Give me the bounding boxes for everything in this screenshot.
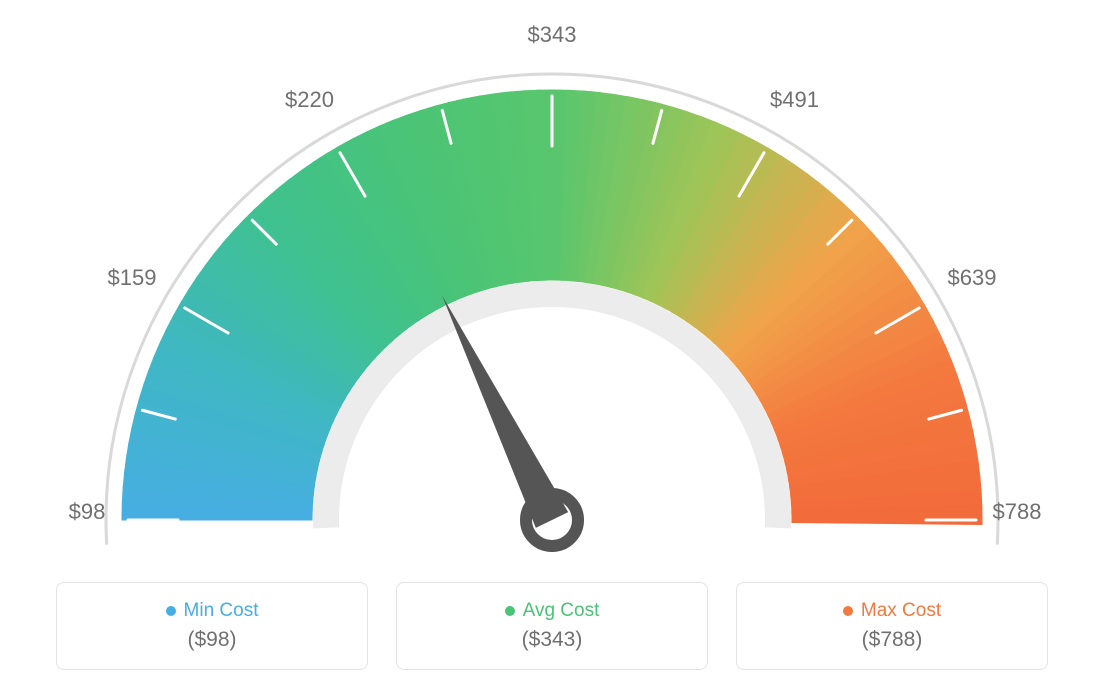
max-cost-dot-icon [843,606,853,616]
min-cost-dot-icon [166,606,176,616]
min-cost-value: ($98) [187,628,236,652]
gauge-tick-label: $491 [770,87,819,113]
cost-gauge-infographic: $98 $159 $220 $343 $491 $639 $788 Min Cost ($9… [0,0,1104,690]
avg-cost-card: Avg Cost ($343) [396,582,708,670]
summary-cards: Min Cost ($98) Avg Cost ($343) Max Cost … [0,582,1104,670]
avg-cost-value: ($343) [522,628,583,652]
avg-cost-label: Avg Cost [523,600,600,622]
gauge-tick-label: $343 [528,22,577,48]
max-cost-card: Max Cost ($788) [736,582,1048,670]
gauge-tick-label: $220 [285,87,334,113]
max-cost-label: Max Cost [861,600,941,622]
min-cost-label: Min Cost [184,600,259,622]
min-cost-card: Min Cost ($98) [56,582,368,670]
min-cost-header: Min Cost [166,600,259,622]
avg-cost-dot-icon [505,606,515,616]
gauge-tick-label: $639 [948,265,997,291]
gauge-tick-label: $159 [107,265,156,291]
gauge-svg [0,0,1104,560]
avg-cost-header: Avg Cost [505,600,600,622]
gauge-tick-label: $98 [69,499,106,525]
gauge: $98 $159 $220 $343 $491 $639 $788 [0,0,1104,560]
max-cost-header: Max Cost [843,600,941,622]
max-cost-value: ($788) [862,628,923,652]
gauge-tick-label: $788 [993,499,1042,525]
